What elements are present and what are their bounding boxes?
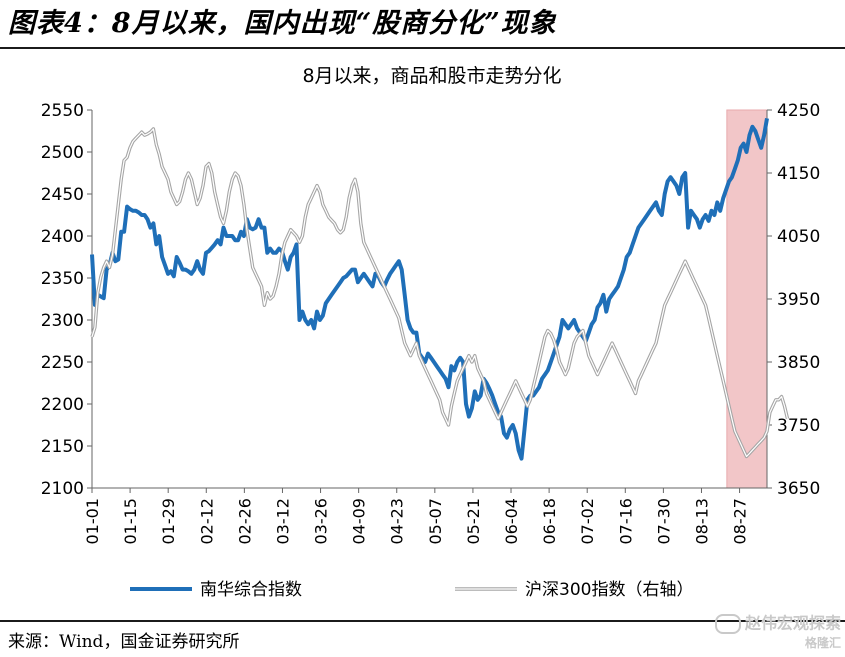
y-left-tick-label: 2400: [41, 227, 84, 247]
x-tick-label: 07-16: [616, 498, 635, 545]
x-tick-label: 07-30: [654, 498, 673, 545]
x-tick-label: 06-04: [502, 498, 521, 545]
chart: 8月以来，商品和股市走势分化 2100 2150 2200 2250 2300 2350 2…: [41, 65, 821, 600]
watermark-sub: 格隆汇: [804, 636, 841, 650]
x-tick-label: 08-27: [731, 498, 750, 545]
x-tick-label: 01-29: [159, 498, 178, 545]
title-rule: [0, 47, 845, 49]
figure-title: 图表4：8月以来，国内出现“股商分化”现象: [8, 8, 557, 39]
x-tick-label: 02-26: [235, 498, 254, 545]
y-right-tick-label: 3950: [777, 290, 820, 310]
x-tick-label: 04-09: [350, 498, 369, 545]
series-line: [91, 128, 789, 458]
chart-title: 8月以来，商品和股市走势分化: [302, 65, 561, 87]
y-right-tick-label: 3750: [777, 416, 820, 436]
y-right-tick-label: 4150: [777, 164, 820, 184]
y-right-tick-label: 3650: [777, 479, 820, 499]
x-tick-label: 07-02: [578, 498, 597, 545]
x-tick-label: 03-12: [273, 498, 292, 545]
x-tick-label: 04-23: [388, 498, 407, 545]
series-line: [90, 118, 769, 461]
watermark-text: 赵伟宏观探索: [744, 613, 841, 633]
y-left-tick-label: 2300: [41, 311, 84, 331]
y-left-tick-label: 2250: [41, 353, 84, 373]
x-tick-label: 01-01: [83, 498, 102, 545]
legend-label: 沪深300指数（右轴）: [525, 580, 693, 600]
y-left-tick-label: 2100: [41, 479, 84, 499]
y-left-tick-label: 2550: [41, 101, 84, 121]
source-rule: [0, 620, 845, 622]
y-right-tick-label: 4250: [777, 101, 820, 121]
y-left-tick-label: 2150: [41, 437, 84, 457]
legend-label: 南华综合指数: [200, 580, 302, 600]
x-tick-label: 02-12: [197, 498, 216, 545]
y-left-tick-label: 2350: [41, 269, 84, 289]
x-tick-label: 03-26: [312, 498, 331, 545]
y-right-tick-label: 3850: [777, 353, 820, 373]
wechat-icon: [714, 614, 741, 634]
y-left-tick-label: 2200: [41, 395, 84, 415]
watermark: 赵伟宏观探索 格隆汇: [714, 613, 841, 652]
x-tick-label: 05-21: [464, 498, 483, 544]
highlight-band: [726, 109, 768, 489]
y-left-tick-label: 2500: [41, 143, 84, 163]
x-tick-label: 08-13: [692, 498, 711, 545]
x-tick-label: 01-15: [121, 498, 140, 545]
x-tick-label: 06-18: [540, 498, 559, 545]
y-left-tick-label: 2450: [41, 185, 84, 205]
source-note: 来源：Wind，国金证券研究所: [8, 632, 240, 652]
y-right-tick-label: 4050: [777, 227, 820, 247]
x-tick-label: 05-07: [426, 498, 445, 545]
